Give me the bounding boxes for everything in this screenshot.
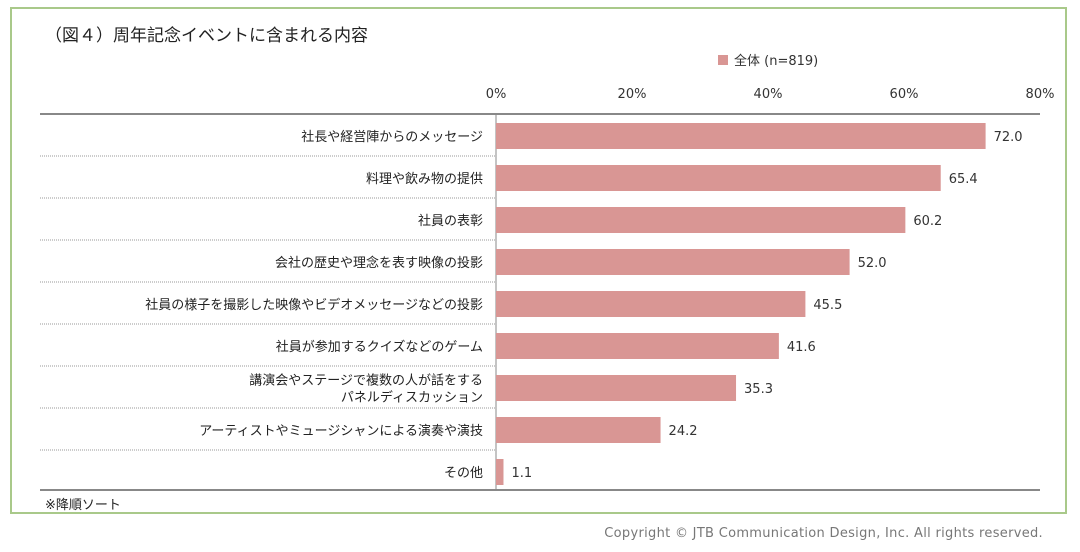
category-label: 講演会やステージで複数の人が話をする [249,373,483,389]
bar [496,123,986,149]
bar [496,291,806,317]
category-label: アーティストやミュージシャンによる演奏や演技 [199,423,483,439]
category-label: その他 [444,466,483,481]
copyright-notice: Copyright © JTB Communication Design, In… [604,526,1043,541]
category-label: パネルディスカッション [341,390,483,406]
x-tick-label: 60% [890,87,919,102]
x-tick-label: 80% [1026,87,1055,102]
value-label: 41.6 [787,340,816,355]
category-label: 社長や経営陣からのメッセージ [301,129,483,145]
bar [496,375,737,401]
bar [496,207,906,233]
value-label: 52.0 [858,256,887,271]
value-label: 24.2 [669,424,698,439]
value-label: 60.2 [913,214,942,229]
legend: 全体 (n=819) [718,50,818,69]
value-label: 72.0 [994,130,1023,145]
bar [496,333,779,359]
legend-label: 全体 (n=819) [734,54,819,69]
sort-footnote: ※降順ソート [45,498,121,513]
x-tick-label: 40% [754,87,783,102]
category-label: 料理や飲み物の提供 [366,171,483,187]
value-label: 35.3 [744,382,773,397]
bar [496,249,850,275]
x-tick-label: 0% [486,87,507,102]
bar [496,417,661,443]
legend-swatch [718,54,728,65]
value-label: 45.5 [813,298,842,313]
value-label: 1.1 [511,466,532,481]
value-label: 65.4 [949,172,978,187]
chart-title: （図４）周年記念イベントに含まれる内容 [45,26,368,46]
x-tick-label: 20% [618,87,647,102]
category-label: 会社の歴史や理念を表す映像の投影 [275,255,483,271]
bar [496,459,504,485]
category-label: 社員が参加するクイズなどのゲーム [276,339,483,355]
bar [496,165,941,191]
category-label: 社員の様子を撮影した映像やビデオメッセージなどの投影 [145,297,483,313]
category-label: 社員の表彰 [418,213,483,229]
